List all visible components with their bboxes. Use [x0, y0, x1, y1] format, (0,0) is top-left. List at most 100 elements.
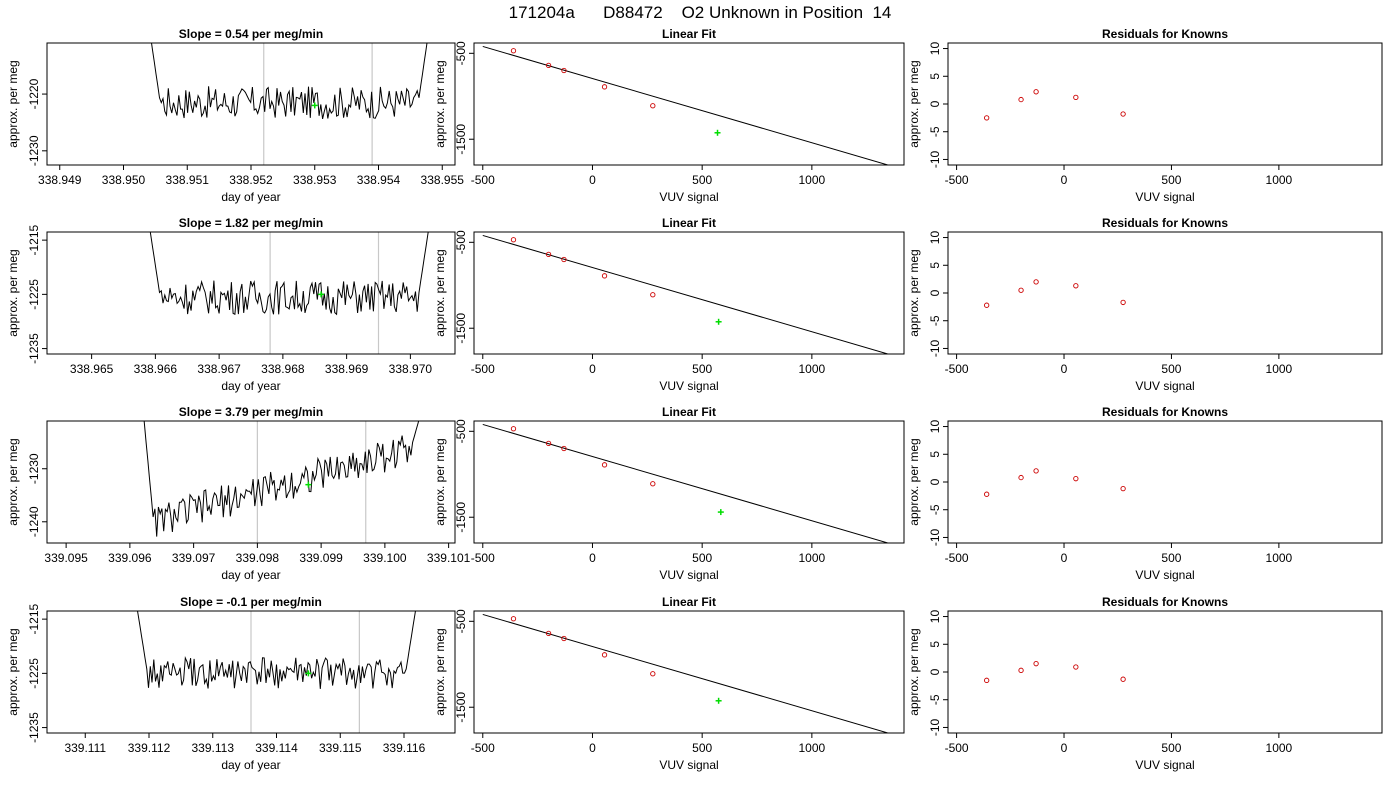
fit-line — [482, 613, 890, 733]
y-axis-label: approx. per meg — [907, 249, 921, 336]
x-tick-label: 1000 — [1266, 551, 1293, 565]
y-axis-label: approx. per meg — [6, 249, 20, 336]
plot-frame — [473, 420, 905, 544]
y-tick-label: -500 — [454, 41, 468, 65]
panel-4-3: Residuals for Knowns -500 0 500 1000 -10 -5 0 5 1… — [907, 595, 1383, 772]
signal-trace — [143, 421, 420, 537]
known-point — [601, 462, 608, 468]
x-tick-label: 339.116 — [383, 741, 426, 755]
plot-frame — [46, 420, 456, 544]
x-tick-label: -500 — [471, 551, 495, 565]
known-point — [1073, 664, 1079, 670]
x-tick-label: 339.115 — [319, 741, 362, 755]
panel-1-3: Residuals for Knowns -500 0 500 1000 -10 -5 0 5 1… — [907, 27, 1383, 204]
panel-title: Slope = 3.79 per meg/min — [179, 405, 323, 419]
figure-title-area: 171204a D88472 O2 Unknown in Position 14 — [509, 3, 892, 22]
y-tick-label: -1500 — [454, 502, 468, 533]
y-axis-label: approx. per meg — [907, 438, 921, 525]
fit-line — [482, 423, 890, 543]
panel-2-2: Linear Fit -500 0 500 1000 -500 -1500 VUV signa… — [433, 216, 905, 393]
known-point — [650, 481, 656, 487]
y-tick-label: -1235 — [27, 333, 41, 364]
plot-frame — [473, 610, 905, 734]
y-tick-label: -1500 — [454, 313, 468, 344]
signal-trace — [151, 43, 428, 120]
panel-title: Slope = 1.82 per meg/min — [179, 216, 323, 230]
known-point — [1073, 94, 1079, 100]
y-tick-label: -1225 — [27, 658, 41, 689]
known-point — [984, 115, 990, 121]
known-point — [1033, 89, 1039, 95]
x-tick-label: -500 — [945, 362, 969, 376]
plot-frame — [46, 610, 456, 734]
y-tick-label: 0 — [928, 478, 942, 485]
plot-frame — [46, 231, 456, 355]
panel-3-2: Linear Fit -500 0 500 1000 -500 -1500 VUV signa… — [433, 405, 905, 582]
plot-area — [137, 611, 416, 733]
plot-area — [143, 421, 420, 543]
known-point — [1033, 468, 1039, 474]
y-tick-label: -1235 — [27, 712, 41, 743]
known-point — [1120, 486, 1126, 492]
x-tick-label: 338.949 — [38, 173, 82, 187]
known-point — [1018, 667, 1024, 673]
y-tick-label: 5 — [928, 641, 942, 648]
x-tick-label: 339.095 — [44, 551, 88, 565]
known-point — [1018, 96, 1024, 103]
known-point — [545, 251, 552, 257]
y-tick-label: -1215 — [27, 224, 41, 255]
x-tick-label: 338.952 — [229, 173, 273, 187]
known-point — [984, 302, 990, 308]
y-axis-label: approx. per meg — [907, 628, 921, 715]
y-tick-label: 10 — [928, 420, 942, 434]
panel-title: Residuals for Knowns — [1102, 27, 1228, 41]
panel-title: Slope = -0.1 per meg/min — [180, 595, 322, 609]
known-point — [601, 84, 608, 90]
panel-4-1: Slope = -0.1 per meg/min 339.111 339.112 33… — [6, 595, 456, 772]
x-tick-label: 338.970 — [389, 362, 433, 376]
y-tick-label: -1230 — [27, 453, 41, 484]
panel-3-3: Residuals for Knowns -500 0 500 1000 -10 -5 0 5 1… — [907, 405, 1383, 582]
x-tick-label: 1000 — [799, 362, 826, 376]
fit-line — [482, 234, 890, 354]
plot-frame — [46, 42, 456, 166]
y-tick-label: -1225 — [27, 279, 41, 310]
x-tick-label: -500 — [945, 741, 969, 755]
panel-1-1: Slope = 0.54 per meg/min 338.949 338.950 33… — [6, 27, 464, 204]
x-tick-label: 0 — [589, 741, 596, 755]
known-point — [650, 292, 656, 298]
x-axis-label: VUV signal — [659, 379, 718, 393]
x-tick-label: 338.950 — [102, 173, 146, 187]
x-tick-label: 0 — [1061, 741, 1068, 755]
known-point — [510, 616, 517, 622]
x-tick-label: 1000 — [799, 173, 826, 187]
y-tick-label: -5 — [928, 694, 942, 705]
x-tick-label: 338.954 — [357, 173, 401, 187]
known-point — [601, 652, 608, 658]
x-axis-label: VUV signal — [659, 568, 718, 582]
panel-title: Linear Fit — [662, 27, 716, 41]
y-tick-label: -1215 — [27, 603, 41, 634]
x-tick-label: 500 — [692, 173, 712, 187]
x-tick-label: 0 — [1061, 173, 1068, 187]
x-tick-label: 338.965 — [70, 362, 114, 376]
x-tick-label: 339.114 — [255, 741, 298, 755]
x-tick-label: -500 — [945, 551, 969, 565]
x-axis-label: day of year — [221, 379, 280, 393]
known-point — [601, 273, 608, 279]
plot-area — [151, 43, 428, 165]
y-tick-label: 5 — [928, 262, 942, 269]
y-tick-label: -5 — [928, 504, 942, 515]
plot-frame — [473, 42, 905, 166]
known-point — [545, 630, 552, 636]
known-point — [984, 677, 990, 683]
x-tick-label: 500 — [692, 362, 712, 376]
y-tick-label: 10 — [928, 42, 942, 56]
y-tick-label: 10 — [928, 610, 942, 624]
known-point — [1120, 299, 1126, 306]
plot-area — [984, 661, 1126, 683]
plot-frame — [947, 420, 1383, 544]
y-tick-label: -5 — [928, 126, 942, 137]
known-point — [1120, 676, 1126, 682]
